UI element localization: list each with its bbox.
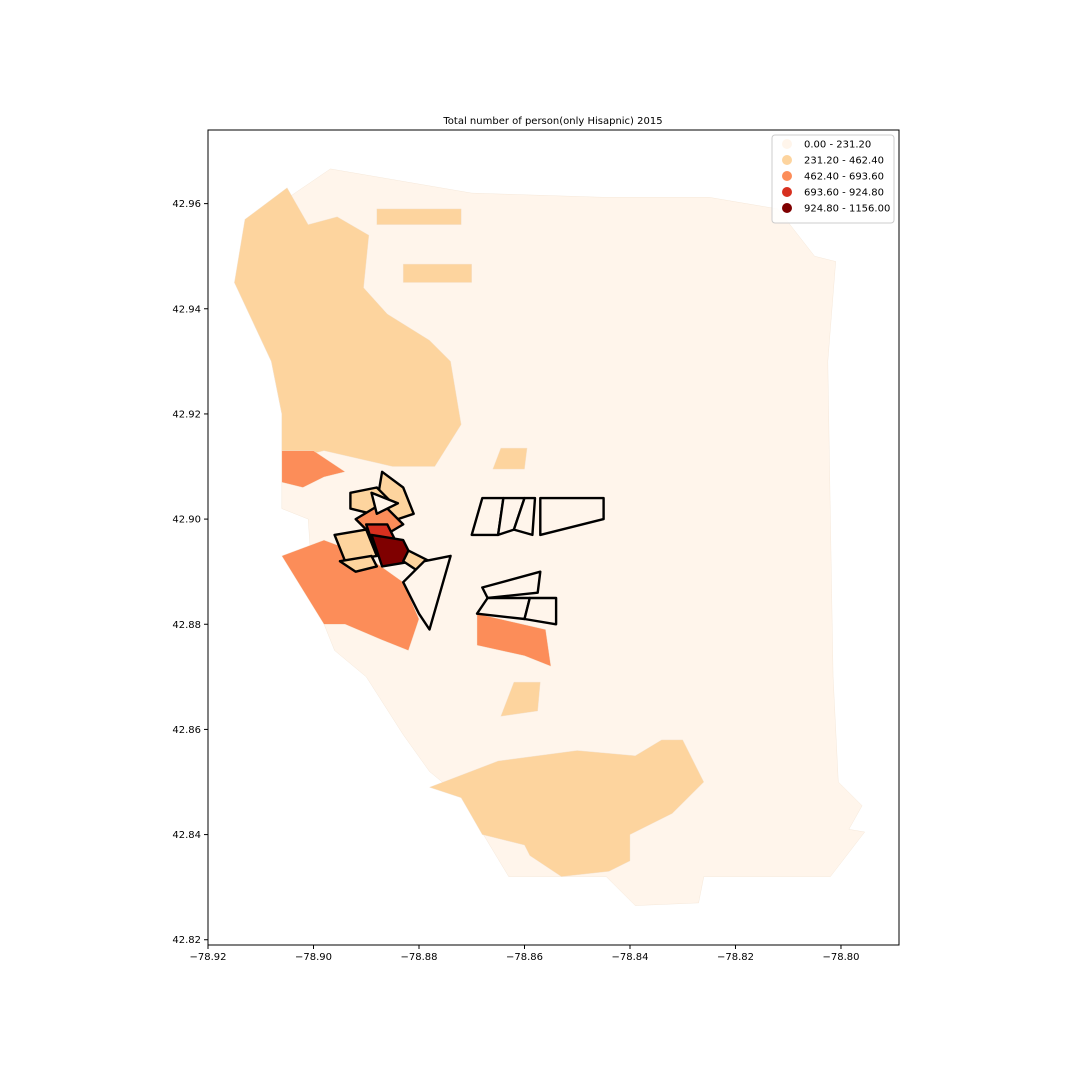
legend-marker-0 — [782, 139, 792, 149]
y-tick-label-1: 42.84 — [172, 830, 201, 841]
tract-region-9 — [476, 613, 552, 667]
x-tick-label-0: −78.92 — [189, 952, 226, 963]
legend-label-0: 0.00 - 231.20 — [804, 140, 871, 151]
outlined-tract-25 — [402, 554, 452, 631]
y-tick-label-0: 42.82 — [172, 935, 201, 946]
y-tick-label-6: 42.94 — [172, 304, 201, 315]
legend-marker-3 — [782, 187, 792, 197]
y-tick-label-5: 42.92 — [172, 409, 201, 420]
highlighted-tract-outlines — [333, 470, 605, 631]
x-tick-label-6: −78.80 — [822, 952, 859, 963]
legend-marker-1 — [782, 155, 792, 165]
chart-title: Total number of person(only Hisapnic) 20… — [442, 116, 662, 127]
tract-region-6 — [429, 739, 704, 877]
legend-marker-4 — [782, 203, 792, 213]
outlined-tract-14 — [481, 570, 542, 600]
outlined-tract-16 — [523, 596, 558, 626]
outlined-tract-13 — [539, 496, 605, 537]
y-tick-label-7: 42.96 — [172, 199, 201, 210]
y-tick-label-2: 42.86 — [172, 725, 201, 736]
x-axis: −78.92 −78.90 −78.88 −78.86 −78.84 −78.82 −78.… — [189, 945, 859, 963]
plot-area-frame — [207, 129, 900, 946]
x-tick-label-1: −78.90 — [295, 952, 332, 963]
legend-label-4: 924.80 - 1156.00 — [804, 204, 890, 215]
x-tick-label-4: −78.84 — [611, 952, 648, 963]
tract-region-3 — [403, 263, 472, 283]
outlined-tract-26 — [370, 491, 400, 515]
tract-region-7 — [281, 450, 346, 488]
tract-region-2 — [376, 208, 462, 225]
outlined-tract-23 — [338, 554, 378, 573]
outlined-tract-12 — [512, 496, 537, 537]
tract-region-5 — [500, 681, 541, 717]
legend: 0.00 - 231.20 231.20 - 462.40 462.40 - 693… — [771, 134, 895, 224]
legend-label-2: 462.40 - 693.60 — [804, 172, 884, 183]
census-tract-regions — [234, 168, 865, 906]
tract-region-4 — [492, 447, 528, 470]
y-tick-label-4: 42.90 — [172, 515, 201, 526]
legend-marker-2 — [782, 171, 792, 181]
legend-label-1: 231.20 - 462.40 — [804, 156, 884, 167]
legend-box — [771, 134, 895, 224]
x-tick-label-2: −78.88 — [400, 952, 437, 963]
tract-region-1 — [234, 187, 462, 467]
x-tick-label-5: −78.82 — [717, 952, 754, 963]
x-tick-label-3: −78.86 — [506, 952, 543, 963]
legend-label-3: 693.60 - 924.80 — [804, 188, 884, 199]
y-axis: 42.82 42.84 42.86 42.88 42.90 42.92 42.94 42.96 — [172, 199, 208, 946]
y-tick-label-3: 42.88 — [172, 620, 201, 631]
